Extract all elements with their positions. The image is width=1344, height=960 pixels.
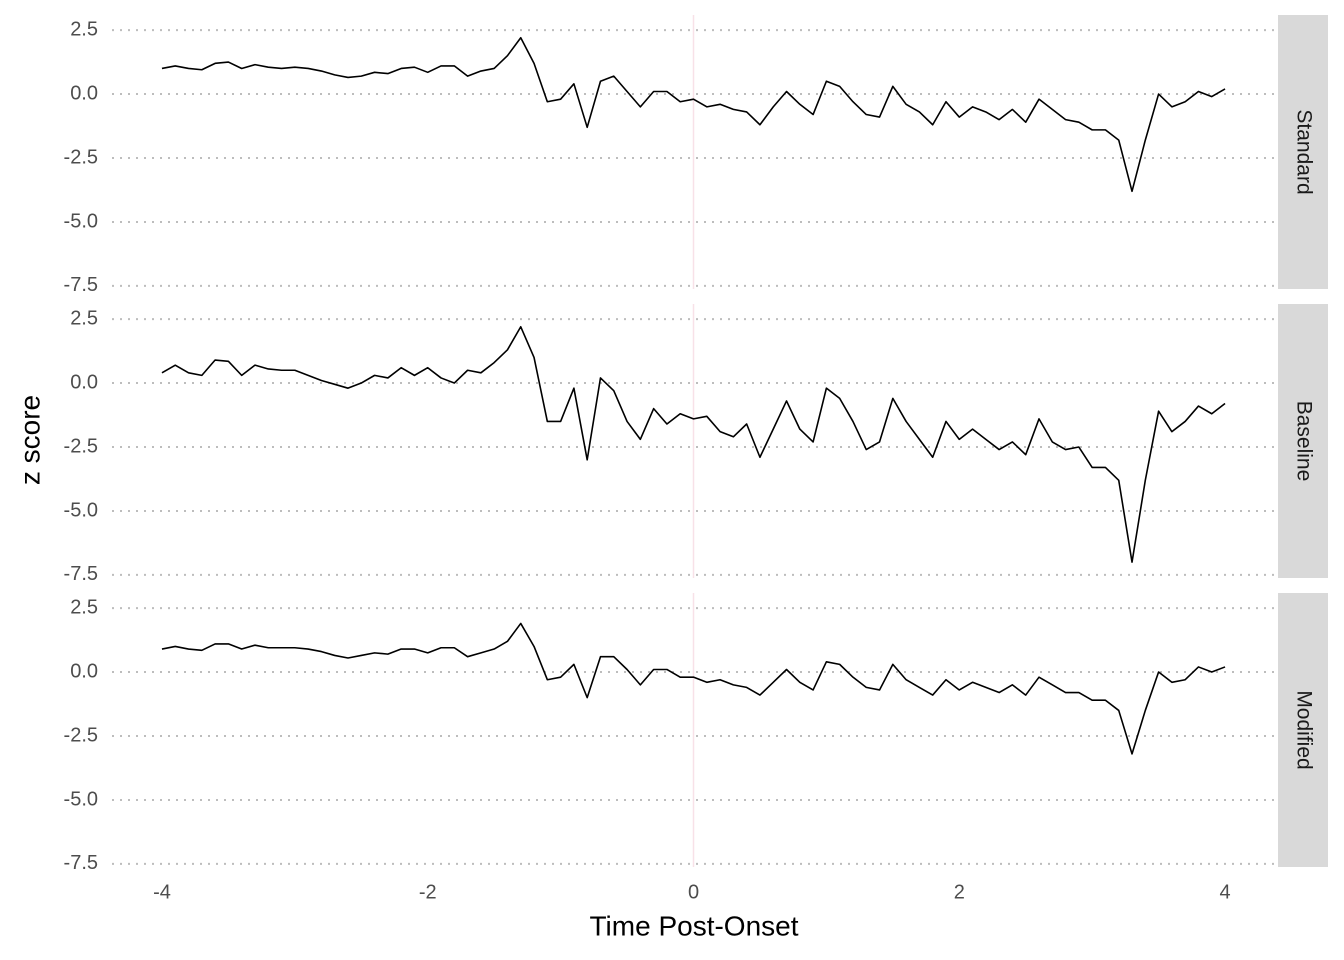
y-tick-label: 0.0 [70, 82, 98, 104]
x-axis-label: Time Post-Onset [589, 910, 798, 941]
x-tick-label: 4 [1219, 881, 1230, 903]
facet-label: Modified [1292, 690, 1315, 769]
y-tick-label: -7.5 [64, 852, 98, 874]
facet-strip [1278, 593, 1328, 867]
facet-label: Baseline [1292, 401, 1315, 482]
y-tick-label: 2.5 [70, 18, 98, 40]
x-tick-label: 2 [954, 881, 965, 903]
x-tick-label: 0 [688, 881, 699, 903]
data-line [161, 325, 1226, 563]
data-line [161, 622, 1226, 755]
y-tick-label: -2.5 [64, 724, 98, 746]
y-tick-label: -5.0 [64, 210, 98, 232]
y-tick-label: -5.0 [64, 788, 98, 810]
facet-label: Standard [1292, 109, 1315, 194]
x-tick-label: -4 [153, 881, 171, 903]
facet-strip [1278, 304, 1328, 578]
y-tick-label: -7.5 [64, 563, 98, 585]
x-tick-label: -2 [419, 881, 437, 903]
y-tick-label: 0.0 [70, 660, 98, 682]
y-tick-label: -5.0 [64, 499, 98, 521]
y-tick-label: 2.5 [70, 596, 98, 618]
y-axis-label: z score [14, 395, 45, 485]
y-tick-label: 0.0 [70, 371, 98, 393]
y-tick-label: -2.5 [64, 146, 98, 168]
y-tick-label: -2.5 [64, 435, 98, 457]
y-tick-label: 2.5 [70, 307, 98, 329]
y-tick-label: -7.5 [64, 274, 98, 296]
data-line [161, 36, 1226, 193]
facet-strip [1278, 15, 1328, 289]
